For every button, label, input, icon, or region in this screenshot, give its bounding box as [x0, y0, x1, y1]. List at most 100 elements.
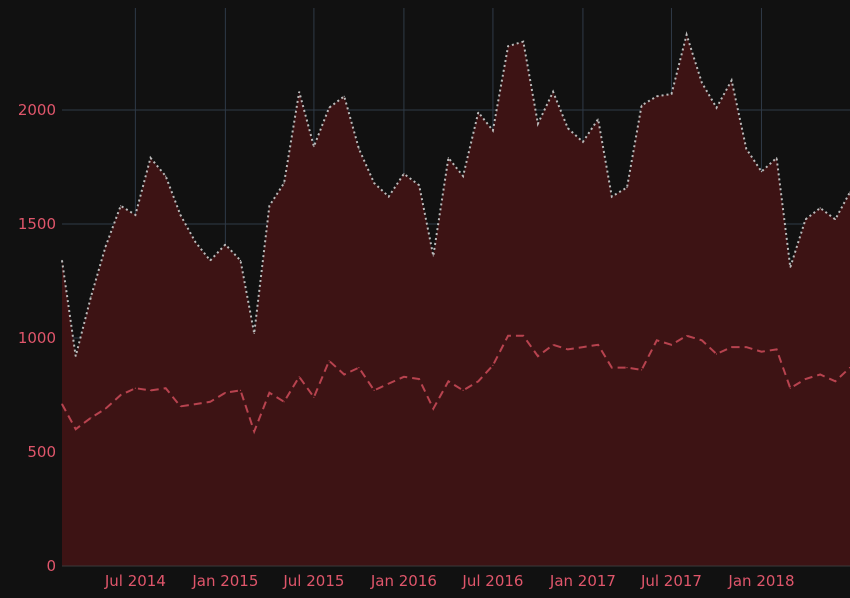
series-point: [179, 214, 181, 216]
series-point: [701, 339, 703, 341]
series-point: [715, 353, 718, 355]
series-point: [239, 389, 242, 391]
series-point: [776, 348, 778, 350]
series-point: [120, 205, 122, 207]
series-point: [477, 111, 479, 113]
series-point: [670, 93, 673, 95]
series-point: [120, 394, 122, 396]
series-point: [745, 346, 747, 348]
series-point: [283, 401, 285, 403]
series-point: [462, 389, 464, 391]
series-point: [731, 346, 733, 348]
series-point: [149, 157, 152, 159]
series-point: [776, 157, 778, 159]
series-point: [165, 387, 167, 389]
x-tick-label: Jul 2017: [640, 572, 702, 590]
series-point: [194, 241, 197, 243]
y-tick-label: 1500: [18, 215, 56, 233]
series-point: [537, 123, 539, 125]
series-point: [611, 196, 613, 198]
series-point: [388, 196, 390, 198]
series-point: [641, 104, 643, 106]
x-tick-label: Jan 2016: [370, 572, 437, 590]
series-point: [418, 184, 420, 186]
series-point: [343, 95, 345, 97]
series-point: [403, 376, 405, 378]
series-point: [373, 182, 375, 184]
series-point: [268, 392, 270, 394]
series-point: [447, 380, 449, 382]
series-point: [239, 259, 242, 262]
series-point: [552, 344, 554, 346]
series-point: [90, 296, 92, 298]
series-point: [253, 430, 255, 433]
series-point: [209, 259, 211, 262]
series-point: [834, 218, 836, 220]
series-point: [656, 95, 658, 97]
series-point: [75, 355, 77, 357]
series-point: [358, 148, 360, 150]
series-point: [760, 171, 763, 173]
y-tick-label: 500: [27, 443, 56, 461]
series-point: [75, 428, 77, 430]
series-point: [597, 344, 599, 346]
series-point: [253, 332, 255, 334]
series-point: [715, 107, 718, 109]
series-point: [567, 127, 569, 129]
series-point: [686, 335, 688, 337]
series-point: [804, 378, 807, 380]
axis-layer: Jul 2014 Jan 2015 Jul 2015 Jan 2016 Jul 2016…: [18, 101, 850, 590]
series-point: [462, 175, 464, 177]
series-point: [611, 367, 613, 369]
y-tick-label: 1000: [18, 329, 56, 347]
series-point: [432, 255, 434, 257]
series-point: [597, 118, 599, 120]
series-point: [104, 246, 107, 248]
series-point: [507, 335, 509, 337]
series-point: [313, 145, 315, 148]
series-point: [819, 207, 821, 209]
series-point: [656, 339, 658, 341]
series-point: [298, 376, 300, 378]
series-point: [61, 259, 63, 262]
series-point: [582, 346, 584, 348]
series-point: [789, 266, 791, 268]
series-point: [403, 173, 405, 175]
series-point: [343, 373, 345, 376]
series-point: [819, 373, 821, 376]
series-point: [388, 383, 390, 385]
series-point: [268, 205, 270, 207]
series-point: [492, 364, 494, 366]
series-point: [745, 148, 747, 150]
series-point: [432, 408, 434, 410]
series-point: [477, 380, 479, 382]
series-point: [418, 378, 420, 380]
series-point: [209, 401, 211, 403]
series-point: [686, 34, 688, 36]
series-point: [492, 129, 494, 132]
series-point: [165, 175, 167, 177]
series-point: [134, 214, 136, 216]
series-point: [149, 389, 152, 391]
series-point: [373, 389, 375, 391]
series-point: [537, 355, 539, 357]
series-point: [582, 141, 584, 143]
plot-layer: [61, 31, 850, 567]
x-tick-label: Jul 2016: [461, 572, 523, 590]
x-tick-label: Jan 2018: [727, 572, 794, 590]
series-point: [760, 351, 763, 353]
series-point: [90, 417, 92, 419]
series-point: [134, 387, 136, 389]
x-tick-label: Jan 2017: [549, 572, 616, 590]
series-point: [194, 403, 197, 405]
series-point: [670, 344, 673, 346]
x-tick-label: Jan 2015: [191, 572, 258, 590]
x-tick-label: Jul 2015: [282, 572, 344, 590]
series-point: [804, 218, 807, 220]
series-point: [313, 396, 315, 398]
series-point: [224, 392, 226, 394]
series-point: [358, 367, 360, 369]
series-line-dotted: [61, 31, 850, 357]
series-point: [834, 380, 836, 382]
